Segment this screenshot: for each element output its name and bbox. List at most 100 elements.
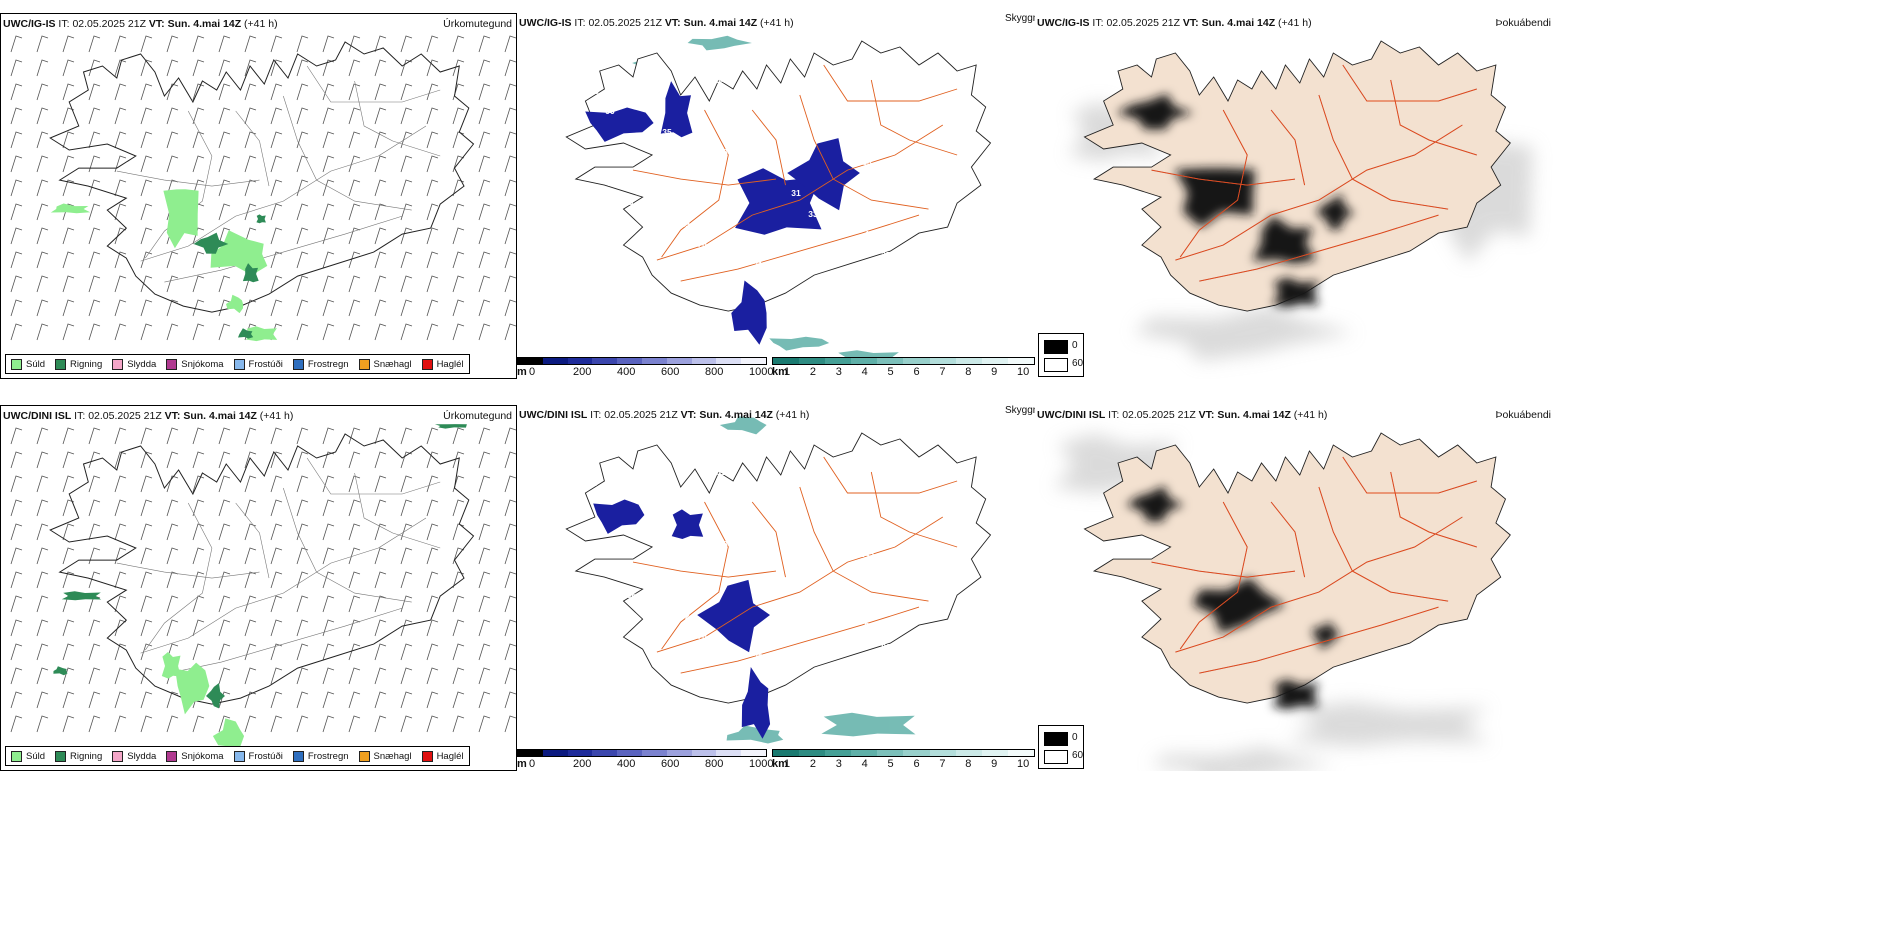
fog-legend-low: 60 bbox=[1072, 358, 1084, 369]
colorbar-unit: m bbox=[517, 366, 527, 378]
value-label: 29 bbox=[845, 137, 855, 147]
value-label: 63 bbox=[845, 529, 855, 539]
model-name: UWC/IG-IS bbox=[3, 18, 56, 30]
precip-legend-item: Slydda bbox=[107, 747, 161, 765]
value-label: 81 bbox=[645, 498, 655, 508]
colorbar-unit: m bbox=[517, 758, 527, 770]
colorbar-tick: 6 bbox=[913, 758, 920, 770]
colorbar-strip bbox=[517, 749, 767, 757]
visibility-colorbar: km 1 2 3 4 5 6 7 8 9 10 bbox=[772, 749, 1035, 771]
wind-barbs bbox=[10, 427, 516, 733]
panel-title-skyggni: Skyggni bbox=[1005, 13, 1041, 24]
precip-legend-item: Frostúði bbox=[229, 747, 288, 765]
value-label: 35 bbox=[643, 291, 653, 301]
it-label: IT: bbox=[1092, 17, 1104, 29]
vt-label: VT: bbox=[164, 410, 181, 422]
precip-type-map-top bbox=[10, 35, 516, 342]
colorbar-tick: 200 bbox=[573, 366, 592, 378]
vt-label: VT: bbox=[148, 18, 165, 30]
colorbar-tick: 600 bbox=[661, 366, 680, 378]
value-label: 33 bbox=[735, 560, 745, 570]
vt-value: Sun. 4.mai 14Z bbox=[183, 410, 257, 422]
precip-type-panel-bottom: UWC/DINI ISL IT: 02.05.2025 21Z VT: Sun.… bbox=[0, 405, 517, 771]
colorbar-tick: 1000 bbox=[749, 366, 774, 378]
blue-precip-areas bbox=[593, 499, 771, 739]
colorbar-tick: 800 bbox=[705, 758, 724, 770]
colorbar-tick: 8 bbox=[965, 758, 972, 770]
value-label: 31 bbox=[791, 188, 801, 198]
legend-label: Súld bbox=[26, 750, 46, 762]
legend-swatch bbox=[55, 358, 67, 370]
lead-time: (+41 h) bbox=[244, 18, 278, 30]
value-label: 80 bbox=[643, 683, 653, 693]
value-label: 45 bbox=[770, 280, 780, 290]
fog-legend: 0 60 bbox=[1038, 333, 1084, 377]
colorbar-tick: 9 bbox=[991, 758, 998, 770]
legend-label: Snæhagl bbox=[373, 358, 412, 370]
lead-time: (+41 h) bbox=[1278, 17, 1312, 29]
legend-label: Rigning bbox=[70, 750, 103, 762]
precip-type-panel-top: UWC/IG-IS IT: 02.05.2025 21Z VT: Sun. 4.… bbox=[0, 13, 517, 379]
it-label: IT: bbox=[590, 409, 602, 421]
fog-index-panel-top: UWC/IG-IS IT: 02.05.2025 21Z VT: Sun. 4.… bbox=[1035, 13, 1555, 379]
colorbar-tick: 9 bbox=[991, 366, 998, 378]
panel-title: Þokuábendi bbox=[1495, 409, 1551, 421]
iceland-land bbox=[1083, 40, 1511, 312]
model-name: UWC/DINI ISL bbox=[519, 409, 588, 421]
lead-time: (+41 h) bbox=[259, 410, 294, 422]
legend-swatch bbox=[11, 750, 22, 762]
colorbar-tick: 600 bbox=[661, 758, 680, 770]
legend-swatch bbox=[233, 358, 245, 370]
legend-swatch bbox=[421, 358, 433, 370]
precip-legend-item: Slydda bbox=[107, 355, 161, 373]
iceland-coastline bbox=[565, 432, 992, 704]
colorbar-unit: km bbox=[772, 758, 788, 770]
precip-legend-item: Frostregn bbox=[288, 355, 354, 373]
panel-header: UWC/IG-IS IT: 02.05.2025 21Z VT: Sun. 4.… bbox=[3, 18, 278, 30]
legend-swatch bbox=[55, 750, 67, 762]
value-label: 35 bbox=[662, 127, 672, 137]
land-fog-shading bbox=[1116, 94, 1355, 308]
precip-legend-item: Frostúði bbox=[229, 355, 288, 373]
cloud-base-panel-bottom: 52 81 78 42 53 29 37 45 63 68 52 28 41 27 34 33 91 82 80 81… bbox=[517, 405, 1035, 771]
fog-legend-high: 0 bbox=[1072, 732, 1078, 743]
elevation-colorbar: m 0 200 400 600 800 1000 bbox=[517, 749, 773, 771]
legend-label: Snjókoma bbox=[181, 750, 224, 762]
legend-swatch bbox=[112, 358, 124, 370]
value-label: 39 bbox=[699, 311, 709, 321]
legend-label: Haglél bbox=[436, 750, 464, 762]
value-label: 68 bbox=[607, 570, 617, 580]
cloud-base-map-bottom: 52 81 78 42 53 29 37 45 63 68 52 28 41 27 34 33 91 82 80 81… bbox=[565, 416, 992, 744]
value-label: 66 bbox=[789, 116, 799, 126]
value-label: 245 bbox=[860, 549, 874, 559]
legend-label: Rigning bbox=[70, 358, 103, 370]
model-name: UWC/DINI ISL bbox=[3, 410, 72, 422]
it-label: IT: bbox=[574, 17, 586, 29]
it-value: 02.05.2025 21Z bbox=[604, 409, 678, 421]
panel-header: UWC/IG-IS IT: 02.05.2025 21Z VT: Sun. 4.… bbox=[519, 17, 794, 29]
it-label: IT: bbox=[58, 18, 70, 30]
colorbar-tick: 6 bbox=[913, 366, 920, 378]
panel-title: Þokuábendi bbox=[1495, 17, 1551, 29]
value-label: 70 bbox=[697, 239, 707, 249]
iceland-coastline bbox=[49, 433, 475, 705]
drizzle-areas bbox=[161, 652, 245, 755]
fog-legend: 0 60 bbox=[1038, 725, 1084, 769]
vt-label: VT: bbox=[664, 17, 681, 29]
panel-title: Úrkomutegund bbox=[443, 18, 512, 30]
value-label: 33 bbox=[808, 209, 818, 219]
colorbar-tick: 10 bbox=[1017, 758, 1030, 770]
value-label: 90 bbox=[605, 106, 615, 116]
roads bbox=[116, 65, 441, 283]
it-label: IT: bbox=[74, 410, 86, 422]
value-label: 62 bbox=[572, 65, 582, 75]
colorbar-strip bbox=[772, 357, 1035, 365]
value-label: 30 bbox=[607, 178, 617, 188]
value-label: 27 bbox=[589, 478, 599, 488]
it-value: 02.05.2025 21Z bbox=[588, 17, 662, 29]
value-label: 31 bbox=[753, 260, 763, 270]
legend-swatch bbox=[166, 358, 178, 370]
legend-swatch bbox=[358, 750, 370, 762]
precip-legend-item: Frostregn bbox=[288, 747, 354, 765]
colorbar-tick: 0 bbox=[529, 366, 536, 378]
